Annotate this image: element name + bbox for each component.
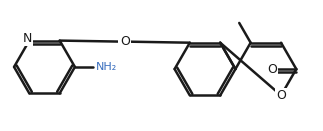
Text: O: O [267,62,277,76]
Text: N: N [23,32,32,45]
Text: NH₂: NH₂ [96,62,118,72]
Text: O: O [276,89,286,102]
Text: O: O [120,35,130,48]
